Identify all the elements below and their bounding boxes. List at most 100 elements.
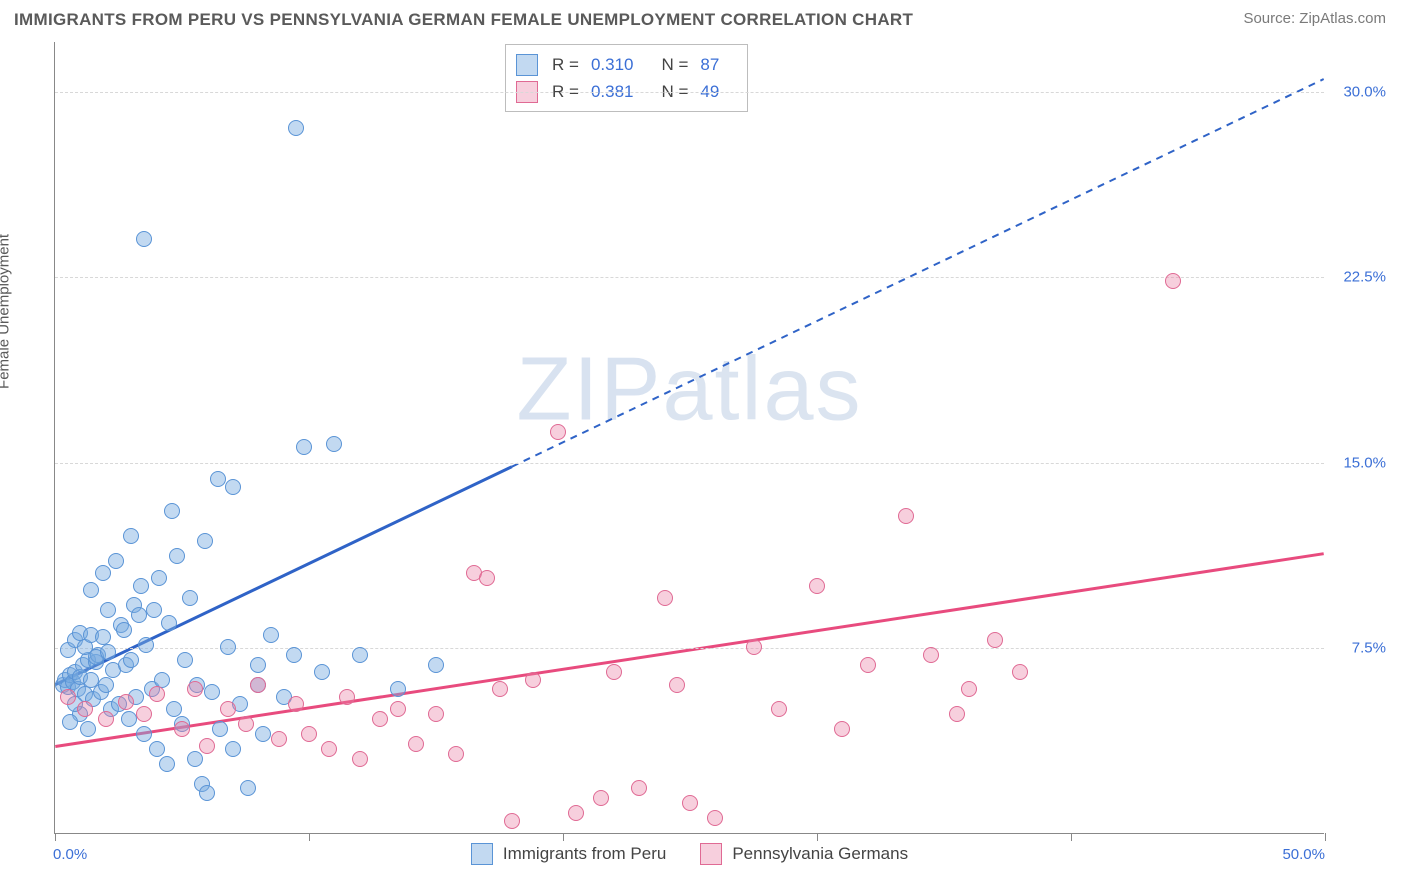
x-tick-label: 0.0% bbox=[53, 846, 87, 863]
data-point bbox=[174, 721, 190, 737]
legend-label: Immigrants from Peru bbox=[503, 844, 666, 864]
data-point bbox=[136, 726, 152, 742]
data-point bbox=[182, 590, 198, 606]
trend-line-dashed bbox=[512, 79, 1324, 467]
data-point bbox=[121, 711, 137, 727]
data-point bbox=[161, 615, 177, 631]
data-point bbox=[271, 731, 287, 747]
data-point bbox=[199, 785, 215, 801]
data-point bbox=[746, 639, 762, 655]
data-point bbox=[987, 632, 1003, 648]
data-point bbox=[131, 607, 147, 623]
data-point bbox=[159, 756, 175, 772]
data-point bbox=[263, 627, 279, 643]
x-tick bbox=[55, 833, 56, 841]
data-point bbox=[250, 677, 266, 693]
data-point bbox=[390, 701, 406, 717]
stats-legend-row: R =0.310N =87 bbox=[516, 51, 733, 78]
chart-container: Female Unemployment ZIPatlas R =0.310N =… bbox=[14, 38, 1392, 878]
y-tick-label: 22.5% bbox=[1343, 269, 1386, 286]
data-point bbox=[177, 652, 193, 668]
gridline-h bbox=[55, 648, 1324, 649]
trend-line-solid bbox=[55, 467, 512, 685]
data-point bbox=[448, 746, 464, 762]
data-point bbox=[255, 726, 271, 742]
data-point bbox=[390, 681, 406, 697]
data-point bbox=[108, 553, 124, 569]
data-point bbox=[568, 805, 584, 821]
stats-legend: R =0.310N =87R =0.381N =49 bbox=[505, 44, 748, 112]
data-point bbox=[240, 780, 256, 796]
data-point bbox=[116, 622, 132, 638]
data-point bbox=[504, 813, 520, 829]
data-point bbox=[123, 652, 139, 668]
data-point bbox=[593, 790, 609, 806]
data-point bbox=[164, 503, 180, 519]
data-point bbox=[288, 696, 304, 712]
data-point bbox=[98, 711, 114, 727]
plot-area: ZIPatlas R =0.310N =87R =0.381N =49 Immi… bbox=[54, 42, 1324, 834]
y-tick-label: 15.0% bbox=[1343, 454, 1386, 471]
data-point bbox=[60, 689, 76, 705]
x-tick bbox=[563, 833, 564, 841]
data-point bbox=[669, 677, 685, 693]
data-point bbox=[136, 231, 152, 247]
data-point bbox=[286, 647, 302, 663]
legend-swatch bbox=[516, 54, 538, 76]
r-label: R = bbox=[552, 51, 579, 78]
legend-item: Immigrants from Peru bbox=[471, 843, 666, 865]
data-point bbox=[250, 657, 266, 673]
data-point bbox=[95, 565, 111, 581]
data-point bbox=[898, 508, 914, 524]
data-point bbox=[657, 590, 673, 606]
data-point bbox=[100, 602, 116, 618]
gridline-h bbox=[55, 92, 1324, 93]
data-point bbox=[860, 657, 876, 673]
x-tick bbox=[817, 833, 818, 841]
legend-swatch bbox=[700, 843, 722, 865]
data-point bbox=[834, 721, 850, 737]
data-point bbox=[339, 689, 355, 705]
data-point bbox=[80, 721, 96, 737]
data-point bbox=[149, 741, 165, 757]
data-point bbox=[197, 533, 213, 549]
legend-label: Pennsylvania Germans bbox=[732, 844, 908, 864]
data-point bbox=[166, 701, 182, 717]
gridline-h bbox=[55, 277, 1324, 278]
data-point bbox=[123, 528, 139, 544]
gridline-h bbox=[55, 463, 1324, 464]
data-point bbox=[525, 672, 541, 688]
data-point bbox=[923, 647, 939, 663]
data-point bbox=[118, 694, 134, 710]
data-point bbox=[146, 602, 162, 618]
chart-title: IMMIGRANTS FROM PERU VS PENNSYLVANIA GER… bbox=[14, 10, 913, 30]
series-legend: Immigrants from Peru Pennsylvania Germans bbox=[55, 843, 1324, 865]
data-point bbox=[212, 721, 228, 737]
data-point bbox=[682, 795, 698, 811]
data-point bbox=[133, 578, 149, 594]
data-point bbox=[151, 570, 167, 586]
data-point bbox=[199, 738, 215, 754]
data-point bbox=[288, 120, 304, 136]
data-point bbox=[100, 644, 116, 660]
data-point bbox=[210, 471, 226, 487]
data-point bbox=[321, 741, 337, 757]
data-point bbox=[220, 639, 236, 655]
y-tick-label: 7.5% bbox=[1352, 640, 1386, 657]
data-point bbox=[352, 751, 368, 767]
data-point bbox=[95, 629, 111, 645]
x-tick bbox=[1071, 833, 1072, 841]
y-tick-label: 30.0% bbox=[1343, 83, 1386, 100]
legend-swatch bbox=[471, 843, 493, 865]
data-point bbox=[301, 726, 317, 742]
source-label: Source: ZipAtlas.com bbox=[1243, 10, 1386, 27]
watermark: ZIPatlas bbox=[516, 339, 862, 442]
data-point bbox=[225, 741, 241, 757]
data-point bbox=[492, 681, 508, 697]
data-point bbox=[606, 664, 622, 680]
trend-lines bbox=[55, 42, 1324, 833]
data-point bbox=[707, 810, 723, 826]
data-point bbox=[169, 548, 185, 564]
data-point bbox=[1165, 273, 1181, 289]
data-point bbox=[296, 439, 312, 455]
